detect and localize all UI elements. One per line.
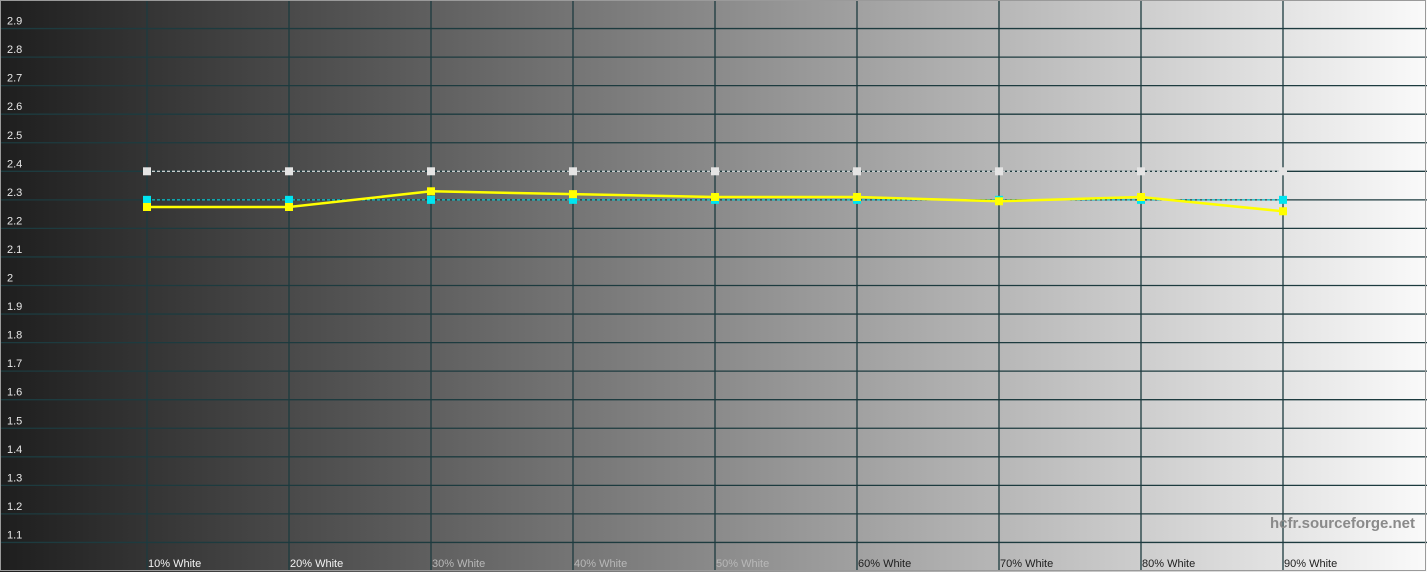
data-point-2 [1137, 192, 1145, 201]
y-tick-label: 1.1 [7, 529, 22, 541]
y-tick-label: 2.2 [7, 215, 22, 227]
data-point-2 [569, 190, 577, 199]
y-tick-label: 1.2 [7, 501, 22, 513]
data-point-2 [285, 202, 293, 211]
data-point-0 [427, 167, 435, 176]
y-tick-label: 1.3 [7, 472, 22, 484]
x-tick-label: 70% White [1000, 558, 1053, 570]
data-point-1 [427, 195, 435, 204]
x-tick-label: 30% White [432, 558, 485, 570]
data-point-1 [285, 195, 293, 204]
x-tick-label: 60% White [858, 558, 911, 570]
y-tick-label: 1.6 [7, 387, 22, 399]
y-tick-label: 1.4 [7, 444, 22, 456]
x-tick-label: 20% White [290, 558, 343, 570]
y-tick-label: 2.4 [7, 158, 22, 170]
x-tick-label: 10% White [148, 558, 201, 570]
data-point-0 [711, 167, 719, 176]
y-tick-label: 2.5 [7, 130, 22, 142]
data-point-0 [143, 167, 151, 176]
data-point-0 [995, 167, 1003, 176]
data-point-1 [569, 195, 577, 204]
y-tick-label: 1.7 [7, 358, 22, 370]
y-tick-label: 1.5 [7, 415, 22, 427]
y-tick-label: 2.6 [7, 101, 22, 113]
data-point-0 [569, 167, 577, 176]
x-tick-label: 40% White [574, 558, 627, 570]
y-tick-label: 2.3 [7, 187, 22, 199]
data-point-1 [1279, 195, 1287, 204]
data-point-2 [711, 192, 719, 201]
watermark: hcfr.sourceforge.net [1270, 515, 1415, 532]
data-point-1 [143, 195, 151, 204]
y-tick-label: 2.8 [7, 44, 22, 56]
data-point-2 [1279, 207, 1287, 216]
x-tick-label: 80% White [1142, 558, 1195, 570]
x-tick-label: 50% White [716, 558, 769, 570]
data-point-2 [427, 187, 435, 196]
y-tick-label: 1.8 [7, 330, 22, 342]
data-point-0 [285, 167, 293, 176]
y-tick-label: 2.7 [7, 73, 22, 85]
data-point-2 [995, 197, 1003, 206]
y-tick-label: 2.9 [7, 16, 22, 28]
y-tick-label: 1.9 [7, 301, 22, 313]
y-tick-label: 2 [7, 273, 13, 285]
data-point-2 [853, 192, 861, 201]
data-point-0 [853, 167, 861, 176]
y-tick-label: 2.1 [7, 244, 22, 256]
x-tick-label: 90% White [1284, 558, 1337, 570]
data-point-0 [1137, 167, 1145, 176]
data-point-2 [143, 202, 151, 211]
data-point-0 [1279, 167, 1287, 176]
